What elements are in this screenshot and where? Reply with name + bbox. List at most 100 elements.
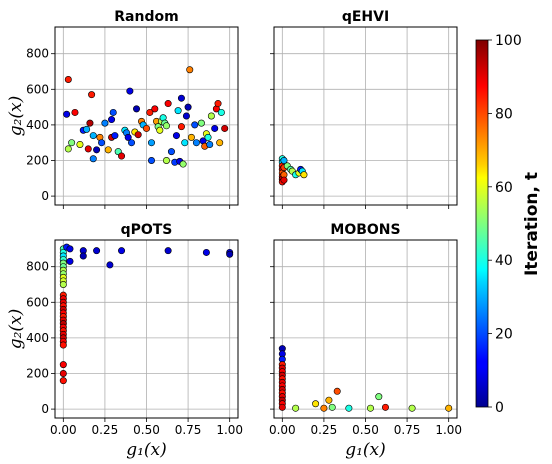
data-point xyxy=(168,148,174,154)
data-point xyxy=(178,95,184,101)
colorbar-ticks: 020406080100 xyxy=(488,33,522,416)
data-point xyxy=(376,393,382,399)
data-point xyxy=(80,253,86,259)
data-point xyxy=(128,140,134,146)
data-point xyxy=(205,134,211,140)
data-point xyxy=(112,132,118,138)
data-point xyxy=(108,116,114,122)
data-point xyxy=(165,100,171,106)
data-point xyxy=(90,156,96,162)
x-tick-label: 0.25 xyxy=(92,423,119,437)
x-axis-label: g₁(x) xyxy=(345,440,386,460)
data-point xyxy=(102,120,108,126)
data-point xyxy=(175,107,181,113)
data-point xyxy=(67,246,73,252)
data-point xyxy=(382,404,388,410)
y-tick-label: 600 xyxy=(26,82,49,96)
data-point xyxy=(105,147,111,153)
panel-qehvi: qEHVI xyxy=(270,9,457,209)
data-point xyxy=(183,113,189,119)
data-point xyxy=(65,76,71,82)
data-point xyxy=(163,157,169,163)
x-axis-label: g₁(x) xyxy=(126,440,167,460)
data-point xyxy=(90,132,96,138)
data-point xyxy=(118,153,124,159)
data-point xyxy=(165,247,171,253)
data-point xyxy=(87,120,93,126)
data-point xyxy=(217,140,223,146)
data-point xyxy=(107,262,113,268)
data-point xyxy=(185,104,191,110)
data-point xyxy=(143,125,149,131)
data-point xyxy=(127,88,133,94)
x-tick-label: 0.00 xyxy=(50,423,77,437)
data-point xyxy=(60,377,66,383)
data-point xyxy=(72,109,78,115)
data-point xyxy=(60,342,66,348)
data-point xyxy=(193,140,199,146)
data-point xyxy=(118,247,124,253)
data-point xyxy=(334,388,340,394)
panel-mobons: 0.00 0.25 0.50 0.75 1.00 MOBONS g₁(x) xyxy=(269,222,462,460)
data-point xyxy=(77,141,83,147)
data-point xyxy=(180,161,186,167)
colorbar-tick-label: 0 xyxy=(495,400,504,416)
data-point xyxy=(207,141,213,147)
y-tick-label: 200 xyxy=(26,367,49,381)
x-tick-label: 0.50 xyxy=(133,423,160,437)
panel-title: MOBONS xyxy=(330,222,400,238)
colorbar-label: Iteration, t xyxy=(522,172,542,276)
y-tick-label: 800 xyxy=(26,47,49,61)
data-point xyxy=(68,140,74,146)
colorbar-tick-label: 40 xyxy=(495,253,513,269)
colorbar-tick-label: 80 xyxy=(495,106,513,122)
data-point xyxy=(321,405,327,411)
data-point xyxy=(152,106,158,112)
data-point xyxy=(85,146,91,152)
data-point xyxy=(63,111,69,117)
data-point xyxy=(218,109,224,115)
data-point xyxy=(173,132,179,138)
data-point xyxy=(178,123,184,129)
data-point xyxy=(367,405,373,411)
data-point xyxy=(83,126,89,132)
x-tick-label: 0.75 xyxy=(175,423,202,437)
x-tick-label: 0.00 xyxy=(269,423,296,437)
x-tick-label: 1.00 xyxy=(435,423,462,437)
data-point xyxy=(93,147,99,153)
data-point xyxy=(212,125,218,131)
data-point xyxy=(163,123,169,129)
colorbar-tick-label: 100 xyxy=(495,33,522,49)
panel-title: qEHVI xyxy=(342,9,389,25)
data-point xyxy=(226,251,232,257)
colorbar-tick-label: 20 xyxy=(495,327,513,343)
panel-random: 0 200 400 600 800 Random g₂(x) xyxy=(6,9,238,209)
data-point xyxy=(301,172,307,178)
data-point xyxy=(346,405,352,411)
data-point xyxy=(279,404,285,410)
y-tick-label: 0 xyxy=(41,402,49,416)
x-tick-label: 0.25 xyxy=(311,423,338,437)
panel-title: qPOTS xyxy=(121,222,173,238)
data-point xyxy=(203,249,209,255)
colorbar-strip xyxy=(476,40,488,407)
x-tick-label: 0.75 xyxy=(394,423,421,437)
data-point xyxy=(188,134,194,140)
data-point xyxy=(60,370,66,376)
data-point xyxy=(215,100,221,106)
data-point xyxy=(182,140,188,146)
data-point xyxy=(198,120,204,126)
data-point xyxy=(409,405,415,411)
data-point xyxy=(292,405,298,411)
data-point xyxy=(192,122,198,128)
data-point xyxy=(329,404,335,410)
y-tick-label: 200 xyxy=(26,154,49,168)
y-tick-label: 600 xyxy=(26,295,49,309)
data-point xyxy=(208,113,214,119)
panel-qpots: 0.00 0.25 0.50 0.75 1.000200400600800qPOTSg₁… xyxy=(6,222,243,460)
data-point xyxy=(221,125,227,131)
data-point xyxy=(60,361,66,367)
x-tick-label: 0.50 xyxy=(352,423,379,437)
data-point xyxy=(281,177,287,183)
data-point xyxy=(67,258,73,264)
